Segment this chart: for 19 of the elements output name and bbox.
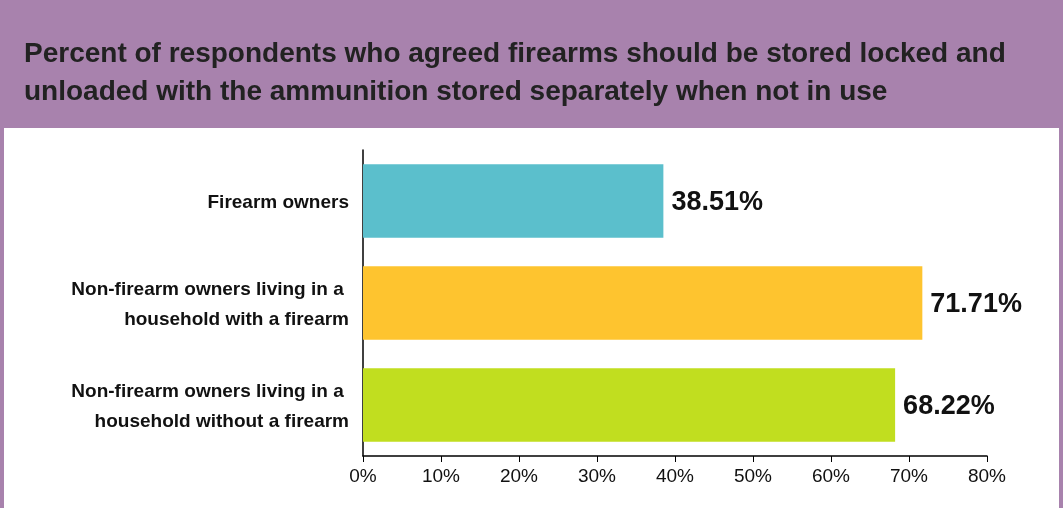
- data-label: 38.51%: [671, 186, 763, 216]
- x-tick-label: 0%: [349, 465, 377, 486]
- x-tick-label: 50%: [733, 465, 773, 486]
- data-label: 68.22%: [903, 390, 995, 420]
- bar: [363, 164, 664, 238]
- bar: [363, 266, 923, 340]
- x-tick-label: 10%: [421, 465, 461, 486]
- data-label: 71.71%: [930, 288, 1022, 318]
- y-tick-label: Firearm owners: [207, 190, 349, 212]
- bar: [363, 368, 896, 442]
- x-tick-label: 60%: [811, 465, 851, 486]
- x-tick-label: 70%: [889, 465, 929, 486]
- x-tick-label: 30%: [577, 465, 617, 486]
- y-tick-label: Non-firearm owners living in a household with a firearm: [71, 277, 349, 329]
- chart-title: Percent of respondents who agreed firearms should be stored locked and unloaded with the ammunition stored separately when not in use: [24, 36, 1007, 108]
- y-tick-label: Non-firearm owners living in a household without a firearm: [71, 379, 349, 431]
- x-tick-label: 20%: [499, 465, 539, 486]
- x-tick-label: 80%: [967, 465, 1007, 486]
- x-tick-label: 40%: [655, 465, 695, 486]
